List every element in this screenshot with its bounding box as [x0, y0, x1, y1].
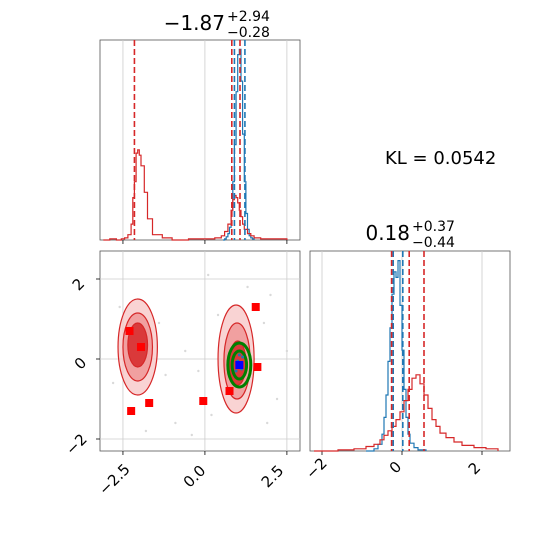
posterior-histogram-param1	[103, 149, 288, 241]
reference-sample-point	[234, 369, 238, 373]
histogram-param2-panel	[309, 250, 511, 455]
histogram-param1-panel	[99, 39, 301, 244]
posterior-sample-marker	[136, 343, 145, 351]
posterior-sample-marker	[125, 327, 134, 335]
posterior-sample-marker	[251, 303, 260, 311]
param2-title-median: 0.18	[365, 221, 410, 245]
sample-point	[210, 413, 213, 417]
sample-point	[216, 313, 220, 317]
sample-point	[262, 321, 266, 325]
panel-frame	[99, 39, 301, 241]
sample-point	[144, 429, 148, 433]
param1-title-minus: −0.28	[227, 25, 270, 41]
sample-point	[190, 433, 194, 437]
sample-point	[184, 349, 187, 353]
sample-point	[246, 285, 249, 289]
sample-point	[118, 305, 121, 309]
param2-title-plus: +0.37	[412, 219, 455, 235]
reference-density-contour	[226, 341, 253, 389]
sample-point	[275, 397, 279, 401]
posterior-sample-marker	[145, 399, 154, 407]
sample-point	[197, 369, 200, 373]
sample-point	[174, 421, 177, 425]
param2-title-minus: −0.44	[412, 235, 455, 251]
sample-point	[111, 381, 115, 385]
posterior-sample-marker	[225, 387, 234, 395]
posterior-sample-marker	[199, 397, 208, 405]
truth-marker	[235, 361, 244, 369]
reference-density-contour	[230, 349, 249, 381]
posterior-sample-marker	[253, 363, 262, 371]
param1-title-plus: +2.94	[227, 9, 270, 25]
param1-title-median: −1.87	[164, 11, 225, 35]
reference-sample-point	[237, 353, 241, 357]
reference-histogram-param2	[366, 260, 427, 452]
sample-point	[269, 293, 272, 297]
kl-divergence-label: KL = 0.0542	[385, 148, 496, 169]
sample-point	[164, 373, 167, 377]
posterior-histogram-param2	[314, 374, 499, 452]
sample-point	[266, 421, 269, 425]
posterior-sample-marker	[127, 407, 136, 415]
sample-point	[285, 349, 289, 353]
joint-density-panel	[96, 250, 301, 455]
sample-point	[157, 321, 161, 325]
sample-point	[206, 273, 210, 277]
reference-sample-point	[241, 355, 245, 359]
